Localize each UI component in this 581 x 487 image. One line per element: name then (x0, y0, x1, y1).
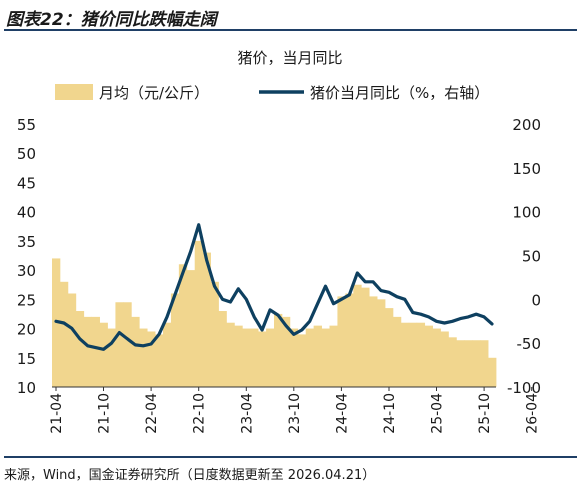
x-axis: 21-04 21-10 22-04 22-10 23-04 23-10 24-04 24-10… (49, 387, 541, 434)
right-axis: -100 -50 0 50 100 150 200 (507, 116, 541, 397)
bar (274, 313, 283, 387)
bar (361, 287, 370, 387)
bar (155, 334, 164, 387)
bar (131, 316, 140, 387)
bar (186, 270, 196, 387)
bar (321, 328, 330, 387)
x-tick-label: 23-10 (287, 393, 303, 434)
bar (83, 316, 93, 387)
bar (234, 325, 243, 387)
bar (75, 311, 85, 387)
x-tick-label: 21-10 (97, 393, 113, 434)
bar (377, 299, 386, 387)
right-tick-label: -50 (517, 335, 542, 353)
top-rule (4, 29, 577, 31)
legend: 月均（元/公斤） 猪价当月同比（%，右轴） (55, 84, 489, 102)
left-tick-label: 50 (17, 145, 36, 163)
right-tick-label: 100 (512, 204, 541, 222)
left-axis: 10 15 20 25 30 35 40 45 50 55 (17, 116, 36, 397)
bar (337, 296, 346, 387)
x-tick-label: 25-04 (430, 393, 446, 434)
bar (218, 311, 227, 387)
bar (456, 340, 465, 387)
left-tick-label: 30 (17, 262, 36, 280)
bar (266, 328, 275, 387)
left-tick-label: 35 (17, 233, 36, 251)
legend-line-label: 猪价当月同比（%，右轴） (310, 84, 489, 102)
bar (464, 340, 473, 387)
bar (480, 340, 489, 387)
figure-title: 图表22：猪价同比跌幅走阔 (6, 10, 217, 30)
bar (99, 322, 108, 387)
bottom-rule (4, 456, 577, 458)
bar (305, 328, 315, 387)
bar (242, 328, 251, 387)
bar (258, 331, 267, 387)
bar (147, 331, 156, 387)
x-tick-label: 24-04 (334, 393, 350, 434)
x-tick-label: 22-10 (192, 393, 208, 434)
x-tick-label: 21-04 (49, 393, 65, 434)
right-tick-label: 150 (512, 160, 541, 178)
bar (163, 322, 172, 387)
bar (440, 331, 449, 387)
bar (369, 296, 378, 387)
x-tick-label: 25-10 (477, 393, 493, 434)
bar (67, 293, 77, 387)
bar (353, 284, 362, 387)
bar (424, 325, 433, 387)
bar (289, 328, 299, 387)
legend-bar-swatch (55, 84, 93, 100)
bar (329, 325, 338, 387)
left-tick-label: 55 (17, 116, 36, 134)
bar (202, 252, 211, 387)
bar (345, 293, 354, 387)
bar (91, 316, 100, 387)
left-tick-label: 15 (17, 350, 36, 368)
bar (107, 328, 116, 387)
left-tick-label: 10 (17, 379, 36, 397)
bar (115, 302, 124, 387)
chart-title: 猪价，当月同比 (237, 49, 342, 67)
right-tick-label: -100 (507, 379, 541, 397)
bar (281, 316, 291, 387)
x-tick-label: 24-10 (382, 393, 398, 434)
bar (250, 328, 259, 387)
bar (226, 322, 235, 387)
bar (392, 316, 402, 387)
yoy-line-series (54, 223, 494, 351)
bar (416, 322, 426, 387)
bar (123, 302, 132, 387)
bar (170, 293, 180, 387)
x-tick-label: 26-04 (525, 393, 541, 434)
left-tick-label: 20 (17, 321, 36, 339)
right-tick-label: 50 (522, 248, 541, 266)
bar (178, 264, 188, 387)
bar (400, 322, 410, 387)
left-tick-label: 45 (17, 174, 36, 192)
right-tick-label: 0 (531, 291, 541, 309)
bar (488, 357, 497, 387)
bar (210, 281, 219, 387)
bar (194, 240, 204, 387)
right-tick-label: 200 (512, 116, 541, 134)
bar (472, 340, 481, 387)
bar (139, 328, 148, 387)
bar (385, 308, 394, 387)
left-tick-label: 25 (17, 291, 36, 309)
x-tick-label: 23-04 (239, 393, 255, 434)
bar (297, 334, 307, 387)
bar (408, 322, 418, 387)
x-tick-label: 22-04 (144, 393, 160, 434)
bar (448, 337, 457, 387)
bar (59, 281, 69, 387)
bar (432, 328, 441, 387)
bar (313, 325, 322, 387)
left-tick-label: 40 (17, 204, 36, 222)
legend-bar-label: 月均（元/公斤） (99, 84, 209, 102)
source-note: 来源，Wind，国金证券研究所（日度数据更新至 2026.04.21） (4, 468, 376, 483)
